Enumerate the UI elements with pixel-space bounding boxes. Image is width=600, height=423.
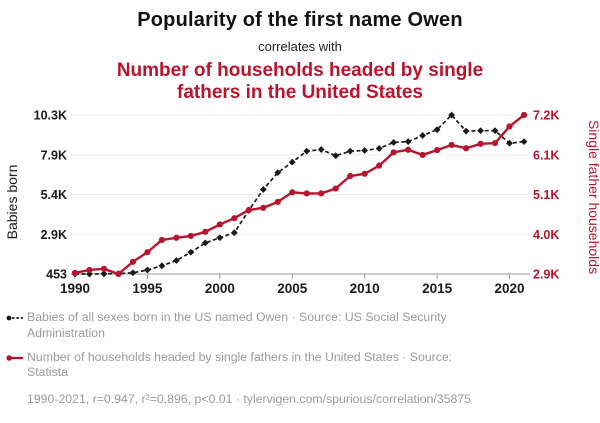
owen-data-point (317, 146, 325, 154)
stats-footnote: 1990-2021, r=0.947, r²=0.896, p<0.01 · t… (27, 392, 471, 407)
single-fathers-data-point (289, 189, 296, 196)
owen-data-point (187, 249, 195, 257)
single-fathers-data-point (462, 145, 470, 152)
left-axis-tick-label: 2.9K (41, 228, 67, 242)
single-fathers-data-point (260, 205, 267, 212)
owen-data-point (361, 147, 369, 155)
single-fathers-data-point (274, 199, 281, 206)
single-fathers-data-point (448, 142, 455, 149)
single-fathers-data-point (100, 266, 108, 273)
owen-data-point (172, 257, 180, 265)
x-axis-tick-label: 2005 (277, 281, 308, 296)
x-axis-tick-label: 2020 (494, 281, 524, 296)
left-axis-tick-label: 5.4K (41, 188, 67, 202)
single-fathers-data-point (405, 147, 412, 154)
single-fathers-data-point (506, 123, 513, 131)
left-axis-title: Babies born (4, 165, 20, 240)
x-axis-tick-label: 2000 (205, 281, 235, 296)
legend-item-single-fathers: Number of households headed by single fa… (6, 350, 592, 380)
legend-single-fathers-label: Number of households headed by single fa… (27, 349, 453, 380)
owen-data-point (288, 159, 296, 166)
single-fathers-data-point (187, 233, 194, 240)
secondary-title: Number of households headed by single fa… (116, 60, 484, 104)
single-fathers-data-point (390, 149, 397, 156)
owen-data-point (216, 234, 224, 242)
single-fathers-data-point (318, 190, 325, 197)
left-axis-tick-label: 453 (46, 268, 67, 282)
owen-data-point (448, 112, 455, 119)
owen-data-point (129, 269, 137, 277)
right-axis-tick-label: 5.1K (533, 188, 559, 202)
owen-data-point (375, 145, 383, 153)
right-axis-title: Single father households (586, 120, 600, 274)
single-fathers-data-point (361, 171, 368, 178)
single-fathers-data-point (347, 173, 354, 180)
single-fathers-data-point (86, 267, 93, 274)
owen-data-point (274, 169, 282, 177)
owen-data-point (158, 262, 166, 270)
owen-data-point (433, 126, 441, 134)
owen-data-point (419, 132, 427, 140)
single-fathers-data-point (419, 152, 426, 159)
x-axis-tick-label: 2010 (350, 281, 380, 296)
owen-data-point (303, 148, 311, 156)
owen-data-point (506, 140, 513, 148)
legend-item-owen: Babies of all sexes born in the US named… (6, 310, 592, 340)
legend: Babies of all sexes born in the US named… (0, 307, 600, 407)
single-fathers-data-point (173, 235, 180, 242)
single-fathers-data-point (245, 207, 252, 214)
single-fathers-data-point (477, 141, 484, 148)
owen-data-point (404, 138, 412, 146)
correlation-chart: 453 2.9K 2.9K 4.0K 5.4K 5.1K 7.9K 6.1K 10.3K 7.2K… (4, 109, 600, 297)
left-axis-tick-label: 7.9K (41, 149, 67, 163)
owen-data-point (144, 267, 151, 274)
single-fathers-series-marker-icon (6, 355, 23, 361)
single-fathers-data-point (433, 147, 441, 154)
owen-data-point (520, 138, 528, 146)
single-fathers-data-point (129, 259, 137, 266)
plot-area: 453 2.9K 2.9K 4.0K 5.4K 5.1K 7.9K 6.1K 10.3K 7.2K… (34, 109, 560, 297)
owen-data-point (201, 239, 209, 247)
single-fathers-data-point (144, 249, 151, 256)
single-fathers-data-point (376, 162, 383, 170)
owen-data-point (477, 127, 484, 135)
owen-data-point (259, 186, 267, 194)
single-fathers-data-point (115, 271, 122, 278)
owen-data-point (332, 152, 340, 160)
x-axis-tick-label: 1990 (60, 281, 90, 296)
owen-data-point (100, 270, 108, 278)
right-axis-tick-label: 2.9K (533, 268, 559, 282)
correlates-with-label: correlates with (258, 39, 342, 54)
owen-series-marker-icon (6, 316, 23, 321)
owen-data-point (346, 148, 354, 156)
single-fathers-data-point (216, 221, 223, 228)
single-fathers-data-point (158, 237, 166, 244)
right-axis-tick-label: 7.2K (533, 109, 559, 123)
primary-title: Popularity of the first name Owen (137, 9, 463, 31)
owen-data-point (390, 139, 398, 147)
single-fathers-data-point (71, 270, 79, 277)
owen-data-point (491, 127, 499, 135)
left-axis-tick-label: 10.3K (34, 109, 67, 123)
single-fathers-data-point (491, 140, 499, 147)
right-axis-tick-label: 4.0K (533, 228, 559, 242)
x-axis-tick-label: 1995 (132, 281, 163, 296)
chart-page: Popularity of the first name Owen correl… (0, 9, 600, 423)
right-axis-tick-label: 6.1K (533, 149, 559, 163)
legend-owen-label: Babies of all sexes born in the US named… (27, 310, 447, 340)
single-fathers-data-point (303, 190, 310, 197)
x-axis-tick-label: 2015 (422, 281, 453, 296)
single-fathers-data-point (202, 229, 209, 236)
owen-data-point (230, 229, 238, 237)
single-fathers-data-point (332, 185, 339, 193)
single-fathers-data-point (520, 112, 528, 119)
chart-header: Popularity of the first name Owen correl… (0, 9, 600, 104)
single-fathers-data-point (231, 215, 238, 222)
owen-data-point (462, 128, 470, 135)
